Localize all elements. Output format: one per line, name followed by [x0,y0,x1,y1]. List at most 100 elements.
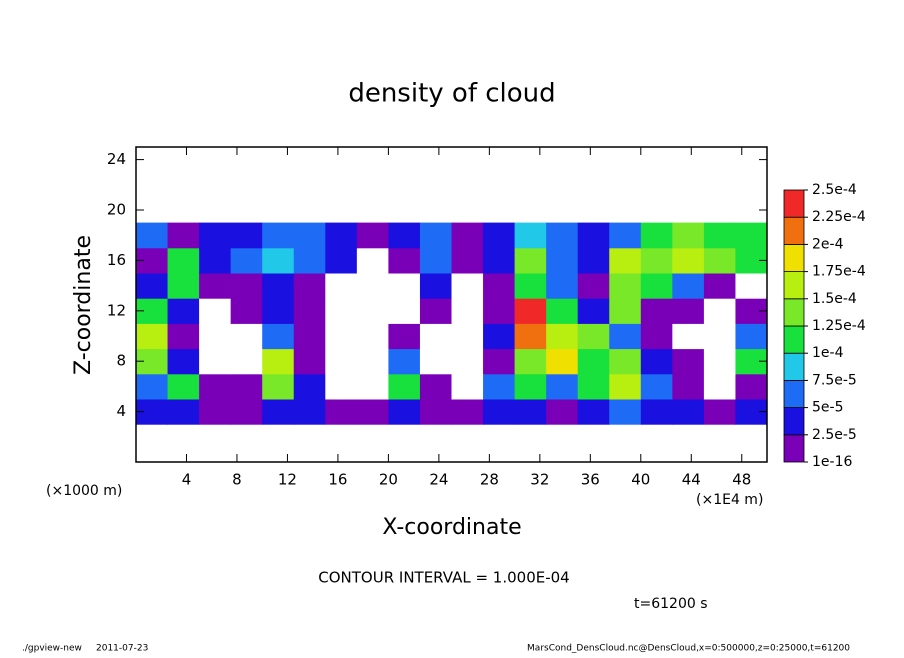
cell [293,247,326,274]
cell [419,323,452,350]
x-tick-label: 24 [429,471,448,489]
cell [703,323,736,350]
cell [514,399,547,425]
y-tick-label: 8 [116,352,126,370]
cell [514,222,547,249]
cell [199,373,232,400]
cell [451,373,484,400]
y-tick-label: 4 [116,402,126,420]
cell [388,273,421,299]
cell [419,298,452,324]
cell [356,373,389,400]
cell [577,298,610,324]
cell [325,373,358,400]
cell [735,373,768,400]
cell [167,298,200,324]
cell [514,323,547,350]
cell [167,348,200,375]
cell [230,399,263,425]
cell [703,298,736,324]
cell [672,373,705,400]
x-tick-label: 32 [530,471,549,489]
cell [356,222,389,249]
cell [703,247,736,274]
y-tick-label: 20 [107,201,126,219]
footer-file: MarsCond_DensCloud.nc@DensCloud,x=0:5000… [527,644,850,654]
cell [356,348,389,375]
cell [199,298,232,324]
time-label: t=61200 s [634,596,708,612]
cell [388,373,421,400]
contour-interval: CONTOUR INTERVAL = 1.000E-04 [318,569,569,587]
cell [640,222,673,249]
colorbar-swatch [783,298,805,327]
cell [546,399,579,425]
colorbar-label: 7.5e-5 [812,372,857,388]
x-tick-label: 44 [682,471,701,489]
cell [230,298,263,324]
cell [640,273,673,299]
colorbar-label: 1.75e-4 [812,264,866,280]
cell [262,373,295,400]
cell [325,273,358,299]
cell [451,399,484,425]
cell [356,323,389,350]
colorbar-swatch [783,189,805,218]
cell [703,273,736,299]
cell [167,373,200,400]
cell [546,348,579,375]
cell [419,373,452,400]
cell [419,247,452,274]
cell [546,373,579,400]
cell [419,399,452,425]
cell [735,222,768,249]
colorbar-label: 5e-5 [812,400,843,416]
colorbar-swatch [783,243,805,272]
cell [451,298,484,324]
cell [640,298,673,324]
cell [262,323,295,350]
cell [672,298,705,324]
x-tick-label: 48 [732,471,751,489]
cell [672,222,705,249]
cell [199,222,232,249]
cell [514,298,547,324]
cell [609,399,642,425]
cell [546,247,579,274]
cell [262,399,295,425]
cell [483,373,516,400]
cell [451,247,484,274]
cell [703,399,736,425]
cell [483,273,516,299]
cell [735,273,768,299]
cell [167,222,200,249]
cell [609,348,642,375]
cell [703,222,736,249]
colorbar-label: 1.25e-4 [812,318,866,334]
colorbar-swatch [783,407,805,436]
cell [419,348,452,375]
colorbar-label: 2.25e-4 [812,209,866,225]
cell [136,273,169,299]
cell [262,348,295,375]
cell [262,273,295,299]
plot-frame [135,146,768,463]
cell [293,323,326,350]
cell [672,247,705,274]
x-tick-label: 4 [182,471,192,489]
x-tick-label: 8 [232,471,242,489]
cell [483,399,516,425]
colorbar-swatch [783,216,805,245]
cell [577,373,610,400]
cell [640,247,673,274]
cell [577,222,610,249]
x-tick-label: 20 [379,471,398,489]
cell [672,399,705,425]
y-tick-label: 24 [107,150,126,168]
cell [577,323,610,350]
x-tick-label: 28 [480,471,499,489]
colorbar-label: 2.5e-4 [812,182,857,198]
cell [640,373,673,400]
cell [230,373,263,400]
cell [136,373,169,400]
